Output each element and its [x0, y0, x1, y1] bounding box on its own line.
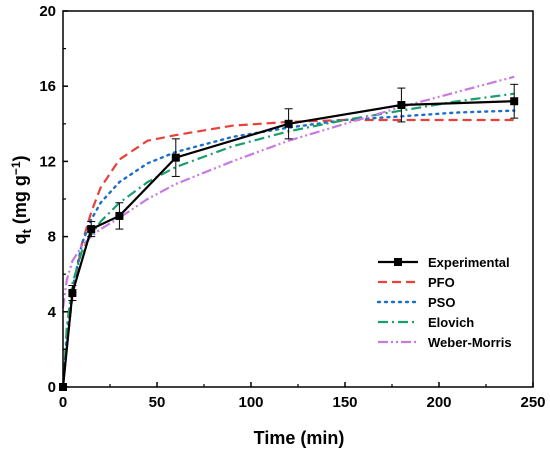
series-pfo [61, 118, 515, 388]
x-axis-title: Time (min) [254, 428, 345, 448]
y-tick-label: 0 [48, 379, 56, 396]
data-point [68, 289, 77, 297]
axes-layer: 0 50 100 150 200 250 0 4 8 12 16 20 [39, 3, 545, 411]
x-tick-label: 100 [238, 394, 263, 411]
y-tick-label: 8 [48, 229, 56, 246]
data-point [171, 153, 180, 162]
legend-entry: Weber-Morris [378, 335, 512, 350]
x-tick-label: 250 [520, 394, 545, 411]
data-point [87, 225, 96, 234]
legend-label: PSO [428, 295, 455, 310]
legend-label: Experimental [428, 255, 510, 270]
legend-label: Elovich [428, 315, 474, 330]
y-tick-label: 12 [39, 153, 56, 170]
series-line [61, 100, 515, 388]
legend-label: Weber-Morris [428, 335, 512, 350]
y-tick-label: 20 [39, 3, 56, 20]
y-axis-title-sub: t [19, 229, 34, 234]
legend-marker [394, 258, 402, 266]
plot-frame [62, 10, 534, 388]
y-axis-title: qt (mg g−1) [9, 155, 34, 244]
series-weber-morris [61, 75, 515, 309]
data-point [397, 101, 406, 109]
legend-entry: Experimental [378, 255, 510, 270]
x-tick-label: 150 [332, 394, 357, 411]
y-axis-title-unit-close: ) [10, 155, 30, 161]
x-tick-label: 0 [59, 394, 67, 411]
legend-entry: PSO [376, 295, 455, 310]
y-axis-title-unit-sup: −1 [9, 161, 23, 175]
series-line [62, 92, 515, 378]
legend: Experimental PFO PSO Elovich Weber-Morris [376, 255, 512, 350]
y-tick-label: 4 [48, 304, 57, 321]
x-tick-label: 50 [149, 394, 166, 411]
legend-entry: Elovich [378, 315, 474, 330]
data-point [284, 119, 293, 128]
series-line [61, 75, 515, 309]
legend-entry: PFO [378, 275, 455, 290]
series-elovich [62, 92, 515, 378]
y-axis-title-main: q [10, 234, 30, 245]
data-point [510, 97, 519, 106]
x-tick-label: 200 [426, 394, 451, 411]
legend-label: PFO [428, 275, 455, 290]
data-point [115, 211, 124, 220]
y-tick-label: 16 [39, 78, 56, 95]
series-layer [59, 75, 519, 391]
y-axis-title-unit: (mg g [10, 175, 30, 229]
series-line [61, 118, 515, 388]
